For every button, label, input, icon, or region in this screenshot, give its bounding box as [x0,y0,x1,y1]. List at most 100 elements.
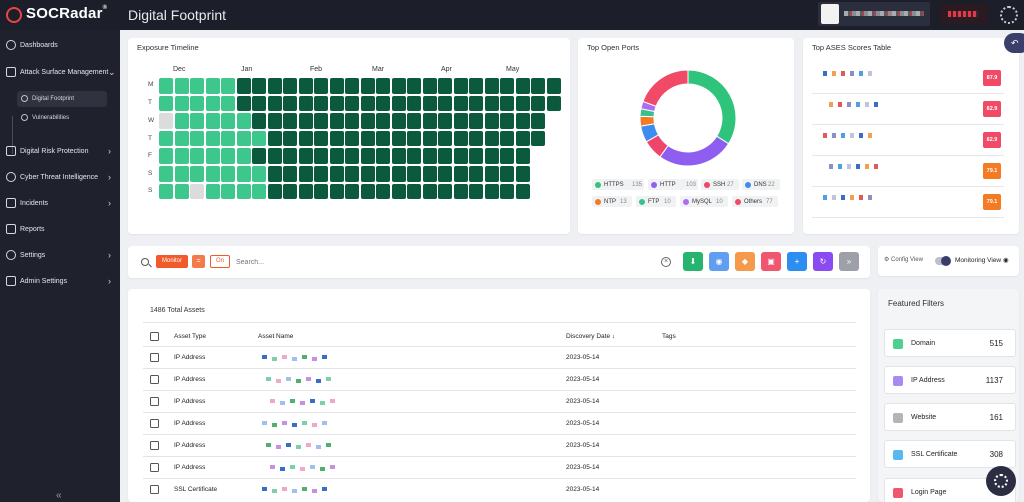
heatmap-cell[interactable] [376,113,391,129]
heatmap-cell[interactable] [314,95,329,112]
heatmap-cell[interactable] [345,183,360,200]
heatmap-cell[interactable] [267,148,282,164]
heatmap-cell[interactable] [329,166,344,182]
heatmap-cell[interactable] [500,183,515,200]
heatmap-cell[interactable] [407,130,422,147]
legend-item-mysql[interactable]: MySQL 10 [680,196,728,207]
heatmap-cell[interactable] [190,95,205,112]
heatmap-cell[interactable] [221,148,236,164]
heatmap-cell[interactable] [283,148,298,164]
filter-ssl-certificate[interactable]: SSL Certificate 308 [884,440,1016,468]
heatmap-cell[interactable] [546,95,561,112]
heatmap-cell[interactable] [159,113,174,129]
heatmap-cell[interactable] [376,95,391,112]
donut-slice-http[interactable] [659,135,730,167]
operator-button[interactable]: = [192,255,205,268]
filter-ip-address[interactable]: IP Address 1137 [884,366,1016,394]
heatmap-cell[interactable] [345,148,360,164]
heatmap-cell[interactable] [221,166,236,182]
heatmap-cell[interactable] [500,148,515,164]
config-view-label[interactable]: ⚙ Config View [884,257,923,263]
heatmap-cell[interactable] [314,148,329,164]
eye-icon[interactable]: ◉ [709,252,729,271]
heatmap-cell[interactable] [329,130,344,147]
heatmap-cell[interactable] [469,113,484,129]
row-checkbox[interactable] [150,419,159,428]
heatmap-cell[interactable] [391,130,406,147]
brand-logo[interactable]: SOCRadar® [26,5,108,22]
donut-slice-https[interactable] [687,69,737,145]
heatmap-cell[interactable] [267,183,282,200]
heatmap-cell[interactable] [515,148,530,164]
heatmap-cell[interactable] [438,148,453,164]
ases-row[interactable] [812,156,1004,187]
heatmap-cell[interactable] [515,130,530,147]
heatmap-cell[interactable] [469,183,484,200]
heatmap-cell[interactable] [515,78,530,94]
legend-item-others[interactable]: Others 77 [732,196,778,207]
heatmap-cell[interactable] [422,130,437,147]
heatmap-cell[interactable] [267,78,282,94]
heatmap-cell[interactable] [221,78,236,94]
collapse-sidebar-icon[interactable]: « [56,490,62,501]
heatmap-cell[interactable] [174,78,189,94]
heatmap-cell[interactable] [453,113,468,129]
heatmap-cell[interactable] [283,95,298,112]
heatmap-cell[interactable] [329,95,344,112]
heatmap-cell[interactable] [236,113,251,129]
heatmap-cell[interactable] [484,183,499,200]
ases-row[interactable] [812,125,1004,156]
heatmap-cell[interactable] [376,183,391,200]
heatmap-cell[interactable] [190,113,205,129]
heatmap-cell[interactable] [345,166,360,182]
heatmap-cell[interactable] [205,113,220,129]
column-header-asset-type[interactable]: Asset Type [174,333,207,340]
heatmap-cell[interactable] [515,95,530,112]
tag-icon[interactable]: ◆ [735,252,755,271]
heatmap-cell[interactable] [174,148,189,164]
heatmap-cell[interactable] [205,130,220,147]
heatmap-cell[interactable] [360,148,375,164]
heatmap-cell[interactable] [391,113,406,129]
heatmap-cell[interactable] [453,78,468,94]
heatmap-cell[interactable] [329,78,344,94]
heatmap-cell[interactable] [174,166,189,182]
heatmap-cell[interactable] [159,183,174,200]
heatmap-cell[interactable] [531,113,546,129]
sidebar-item-digital-risk-protection[interactable]: Digital Risk Protection › [0,141,120,163]
heatmap-cell[interactable] [500,113,515,129]
heatmap-cell[interactable] [298,183,313,200]
sidebar-item-incidents[interactable]: Incidents › [0,193,120,215]
ases-row[interactable] [812,94,1004,125]
heatmap-cell[interactable] [236,166,251,182]
heatmap-cell[interactable] [221,130,236,147]
sidebar-item-cyber-threat-intelligence[interactable]: Cyber Threat Intelligence › [0,167,120,189]
heatmap-cell[interactable] [484,166,499,182]
legend-item-https[interactable]: HTTPS 135 [592,179,644,190]
heatmap-cell[interactable] [267,130,282,147]
heatmap-cell[interactable] [190,78,205,94]
heatmap-cell[interactable] [283,183,298,200]
legend-item-dns[interactable]: DNS 22 [742,179,780,190]
sidebar-item-dashboards[interactable]: Dashboards [0,35,120,57]
heatmap-cell[interactable] [174,130,189,147]
heatmap-cell[interactable] [329,113,344,129]
legend-item-ntp[interactable]: NTP 13 [592,196,632,207]
heatmap-cell[interactable] [484,113,499,129]
heatmap-cell[interactable] [345,78,360,94]
sidebar-item-reports[interactable]: Reports [0,219,120,241]
heatmap-cell[interactable] [391,78,406,94]
heatmap-cell[interactable] [438,166,453,182]
heatmap-cell[interactable] [422,166,437,182]
heatmap-cell[interactable] [159,95,174,112]
heatmap-cell[interactable] [453,95,468,112]
heatmap-cell[interactable] [159,166,174,182]
heatmap-cell[interactable] [159,148,174,164]
legend-item-ftp[interactable]: FTP 10 [636,196,676,207]
monitor-filter-button[interactable]: Monitor [156,255,188,268]
donut-slice-others[interactable] [642,69,689,107]
heatmap-cell[interactable] [500,130,515,147]
heatmap-cell[interactable] [484,78,499,94]
heatmap-cell[interactable] [360,183,375,200]
heatmap-cell[interactable] [252,95,267,112]
